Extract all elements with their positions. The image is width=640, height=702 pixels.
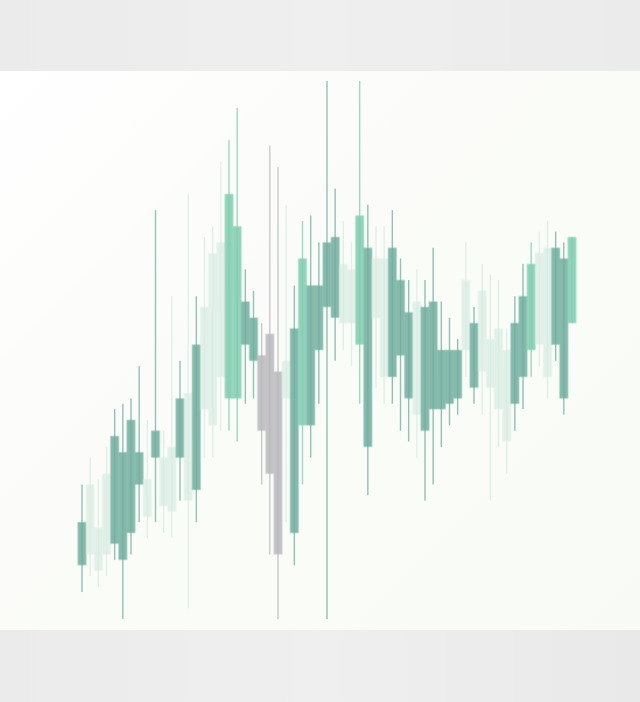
candle-body bbox=[469, 323, 479, 388]
candle-body bbox=[420, 306, 430, 431]
candlestick-chart bbox=[0, 71, 640, 630]
candle-body bbox=[567, 237, 577, 324]
candle-body bbox=[453, 350, 462, 399]
candle-body bbox=[339, 263, 348, 324]
candle-body bbox=[77, 522, 87, 566]
candle-body bbox=[510, 323, 520, 404]
candle-body bbox=[347, 269, 356, 324]
candle-body bbox=[379, 258, 389, 377]
candle-body bbox=[502, 350, 511, 442]
candle-body bbox=[404, 312, 413, 399]
candle-body bbox=[322, 242, 332, 307]
candle-body bbox=[388, 247, 397, 377]
body-layer bbox=[77, 193, 577, 571]
candle-body bbox=[281, 360, 291, 399]
candle-body bbox=[241, 301, 250, 345]
candle-body bbox=[126, 419, 136, 533]
top-band bbox=[0, 0, 640, 71]
candle-body bbox=[486, 339, 495, 388]
candle-body bbox=[559, 258, 569, 399]
candle-body bbox=[94, 527, 103, 571]
candle-body bbox=[273, 371, 283, 555]
candle-body bbox=[265, 333, 275, 474]
candle-body bbox=[216, 242, 226, 377]
candle-body bbox=[526, 263, 536, 350]
candle-body bbox=[151, 430, 160, 458]
candle-body bbox=[110, 436, 119, 544]
candle-body bbox=[118, 452, 128, 560]
candle-body bbox=[477, 290, 487, 372]
candle-body bbox=[102, 473, 111, 555]
candle-body bbox=[306, 285, 315, 426]
candle-body bbox=[85, 484, 95, 555]
candle-body bbox=[363, 247, 373, 447]
candle-body bbox=[355, 215, 364, 345]
candle-body bbox=[232, 226, 242, 399]
candle-body bbox=[518, 296, 528, 377]
bottom-band bbox=[0, 630, 640, 702]
candle-body bbox=[192, 344, 201, 490]
candle-body bbox=[290, 328, 299, 533]
candle-body bbox=[159, 457, 168, 507]
candle-body bbox=[330, 237, 340, 318]
candle-body bbox=[175, 398, 185, 458]
candle-body bbox=[412, 301, 422, 415]
candle-body bbox=[551, 247, 560, 345]
candle-body bbox=[298, 258, 307, 426]
candle-body bbox=[257, 355, 266, 431]
candle-body bbox=[314, 285, 324, 350]
candle-body bbox=[445, 350, 454, 404]
candle-body bbox=[494, 328, 503, 410]
candle-body bbox=[200, 306, 209, 410]
candle-body bbox=[428, 301, 438, 410]
candle-body bbox=[543, 247, 552, 377]
candle-body bbox=[396, 280, 405, 356]
candle-body bbox=[535, 253, 544, 345]
candle-body bbox=[249, 317, 258, 361]
candle-body bbox=[224, 193, 234, 399]
chart-canvas bbox=[77, 81, 577, 619]
candle-body bbox=[437, 350, 446, 410]
candle-body bbox=[208, 253, 217, 426]
candle-body bbox=[167, 446, 177, 512]
candle-body bbox=[143, 479, 152, 517]
candle-body bbox=[183, 393, 193, 501]
candle-body bbox=[461, 280, 471, 350]
candle-body bbox=[371, 258, 381, 318]
candle-body bbox=[134, 452, 144, 485]
